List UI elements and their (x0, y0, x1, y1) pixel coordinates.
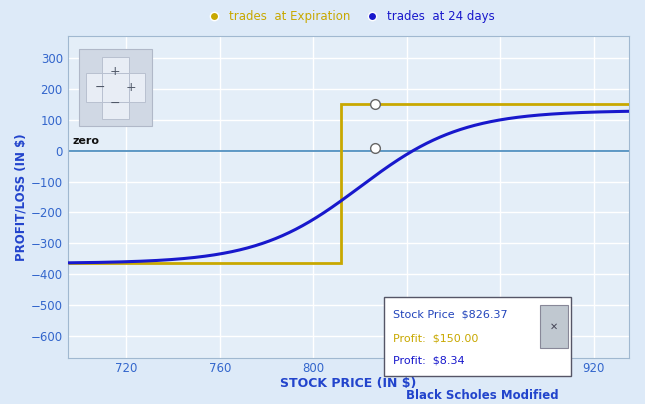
Text: +: + (110, 65, 121, 78)
Text: Black Scholes Modified: Black Scholes Modified (406, 389, 559, 402)
Y-axis label: PROFIT/LOSS (IN $): PROFIT/LOSS (IN $) (15, 133, 28, 261)
FancyBboxPatch shape (86, 73, 114, 102)
Text: ✕: ✕ (550, 322, 558, 332)
Text: Profit:  $150.00: Profit: $150.00 (393, 333, 479, 343)
FancyBboxPatch shape (101, 89, 129, 118)
FancyBboxPatch shape (101, 73, 129, 102)
FancyBboxPatch shape (79, 49, 152, 126)
Text: −: − (110, 97, 121, 110)
Text: zero: zero (72, 136, 99, 146)
Text: Profit:  $8.34: Profit: $8.34 (393, 356, 465, 366)
Text: −: − (95, 81, 105, 94)
FancyBboxPatch shape (101, 57, 129, 86)
Text: Stock Price  $826.37: Stock Price $826.37 (393, 309, 508, 320)
Text: +: + (125, 81, 136, 94)
FancyBboxPatch shape (117, 73, 144, 102)
Legend: trades  at Expiration, trades  at 24 days: trades at Expiration, trades at 24 days (197, 5, 499, 28)
X-axis label: STOCK PRICE (IN $): STOCK PRICE (IN $) (280, 377, 417, 390)
